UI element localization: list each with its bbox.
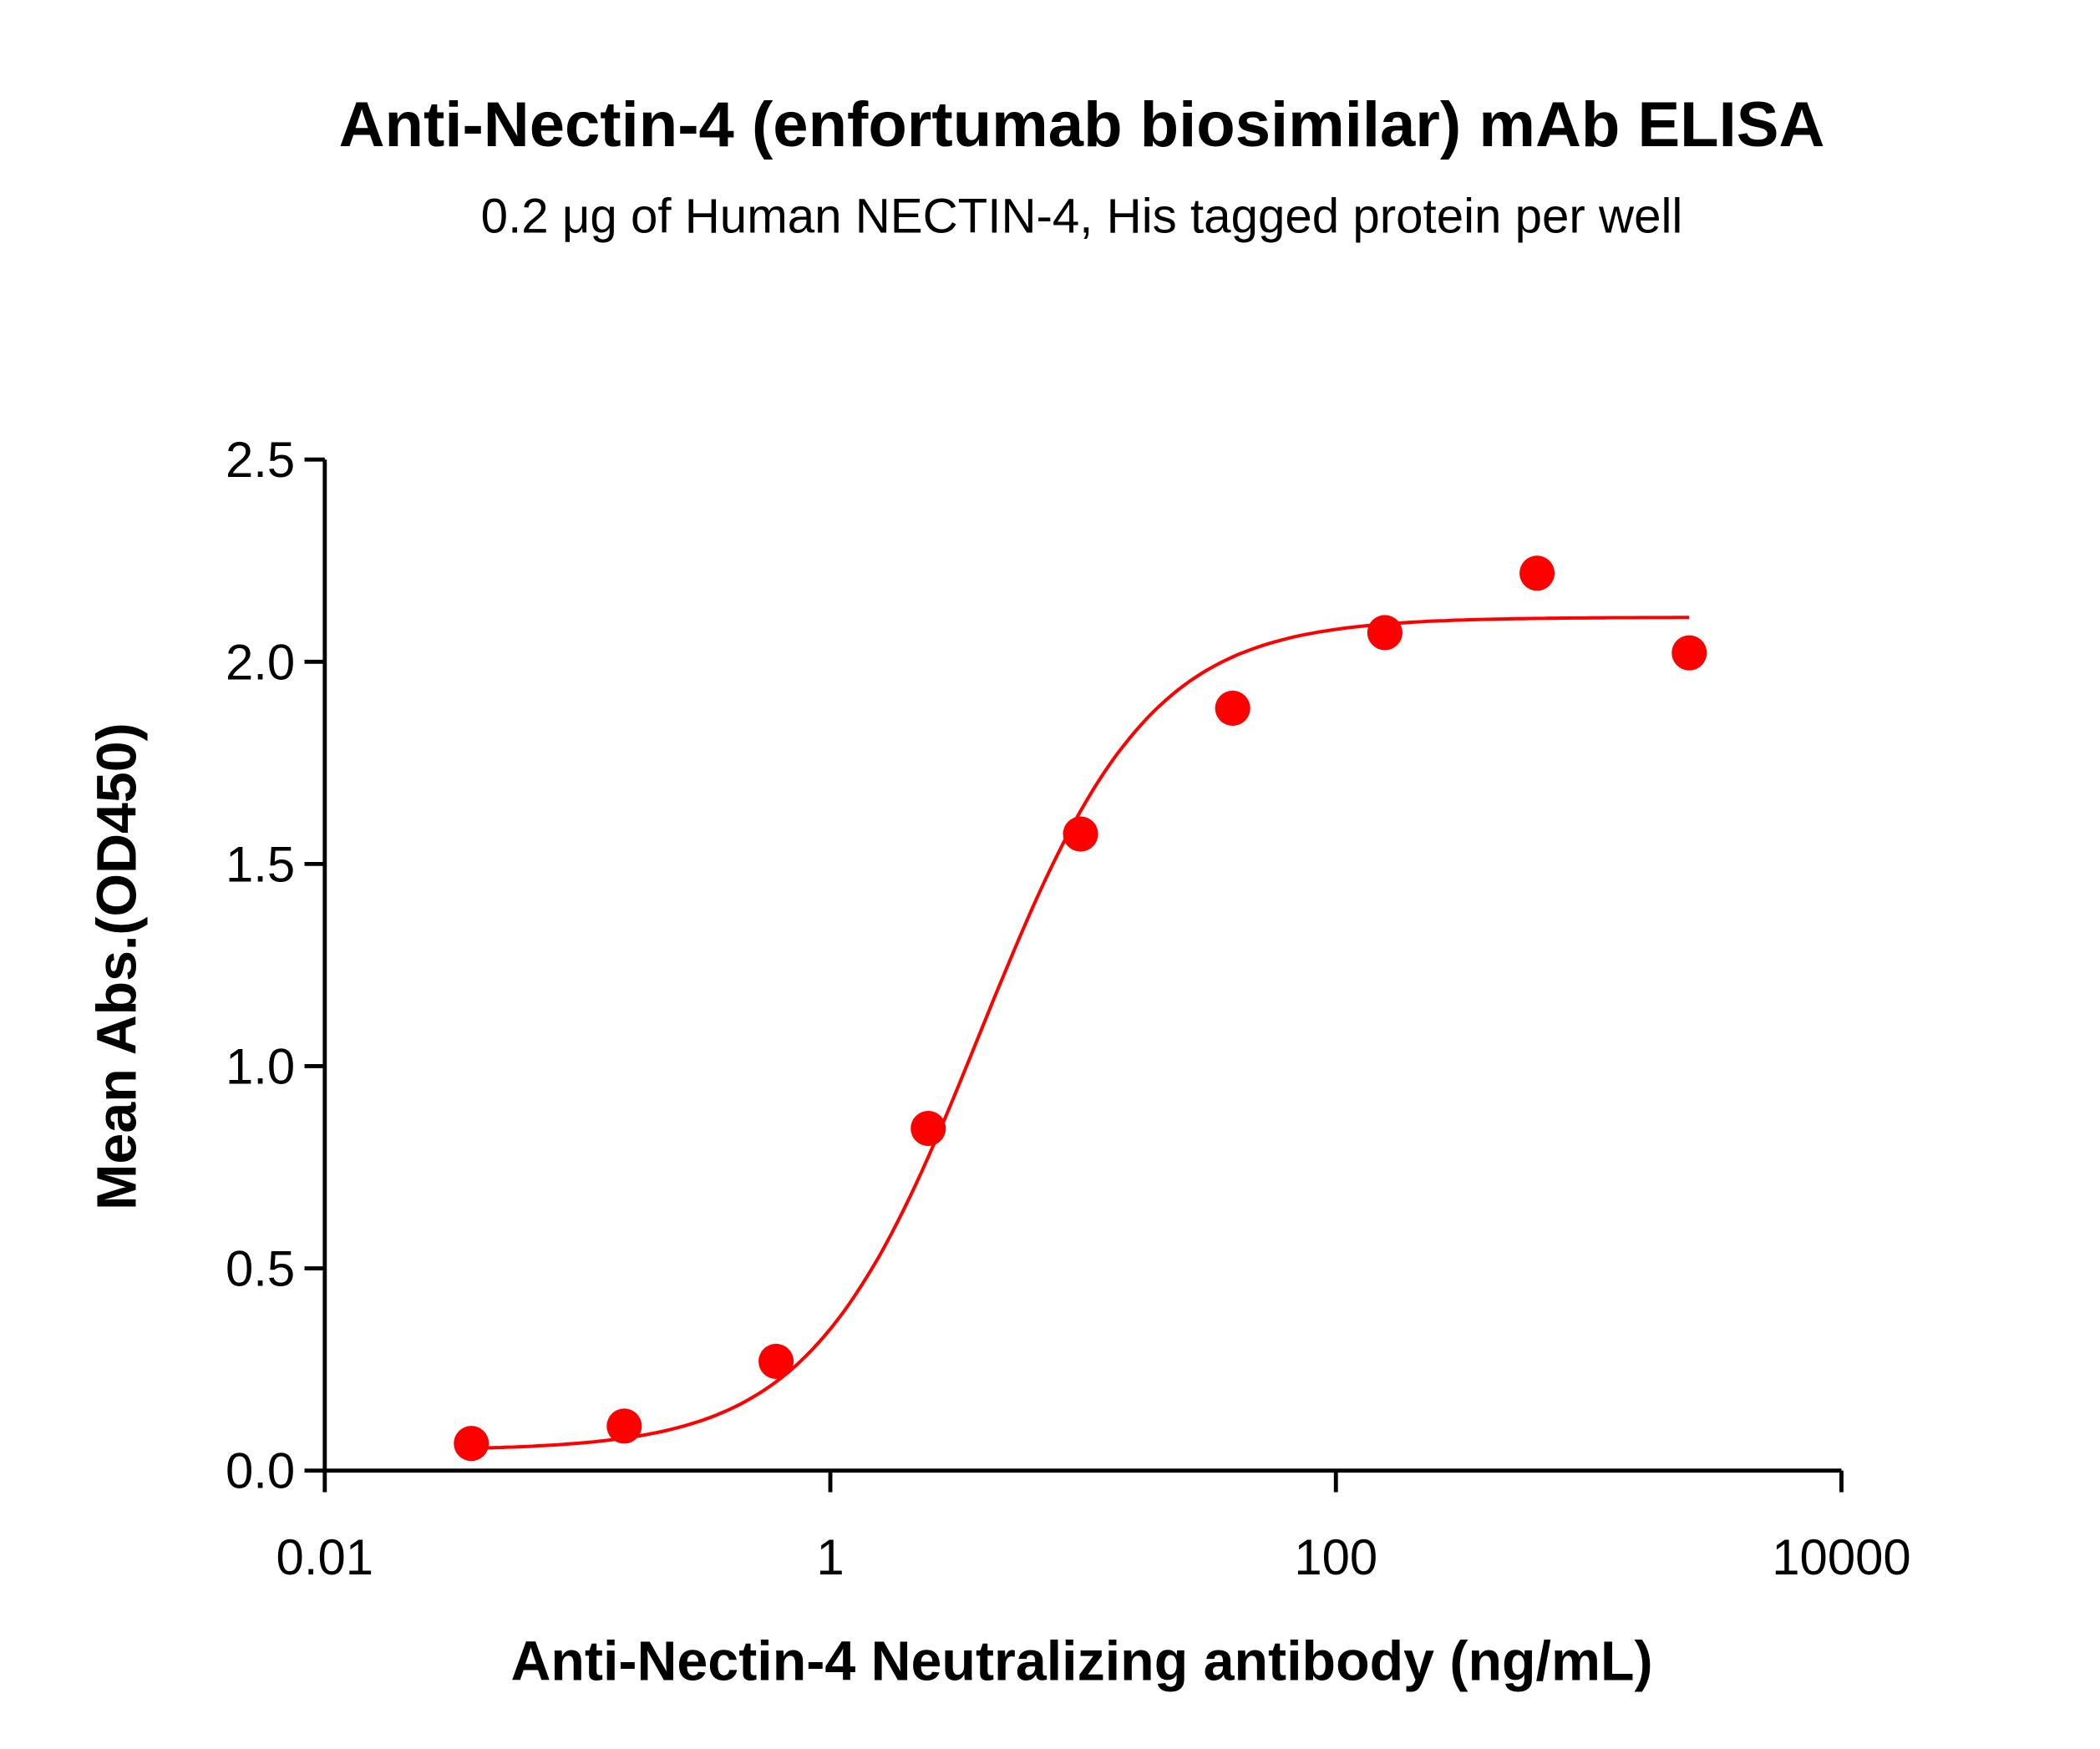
data-point [1367, 615, 1403, 651]
fit-curve [471, 616, 1690, 1450]
y-tick-label: 0.0 [226, 1443, 295, 1499]
y-tick-label: 1.0 [226, 1039, 295, 1095]
data-point [1215, 690, 1250, 727]
y-tick-label: 2.5 [226, 432, 295, 488]
chart-subtitle: 0.2 μg of Human NECTIN-4, His tagged pro… [481, 189, 1683, 243]
chart-title: Anti-Nectin-4 (enfortumab biosimilar) mA… [339, 89, 1825, 160]
axes: 0.0 0.5 1.0 1.5 2.0 2.5 0.01 1 100 10000 [226, 432, 1911, 1585]
data-point [454, 1426, 489, 1462]
x-tick-label: 100 [1294, 1529, 1377, 1585]
data-points [454, 555, 1707, 1462]
y-tick-label: 2.0 [226, 634, 295, 690]
fit-curve-group [471, 616, 1690, 1450]
x-tick-label: 0.01 [276, 1529, 374, 1585]
data-point [1671, 635, 1707, 671]
x-axis-label: Anti-Nectin-4 Neutralizing antibody (ng/… [511, 1630, 1653, 1692]
data-point [758, 1343, 794, 1379]
y-axis-label: Mean Abs.(OD450) [86, 722, 148, 1210]
data-point [606, 1408, 642, 1444]
x-tick-label: 1 [816, 1529, 844, 1585]
data-point [1063, 816, 1098, 852]
data-point [1519, 555, 1555, 591]
data-point [911, 1110, 946, 1147]
x-tick-label: 10000 [1772, 1529, 1910, 1585]
y-tick-label: 0.5 [226, 1241, 295, 1297]
y-tick-label: 1.5 [226, 836, 295, 892]
